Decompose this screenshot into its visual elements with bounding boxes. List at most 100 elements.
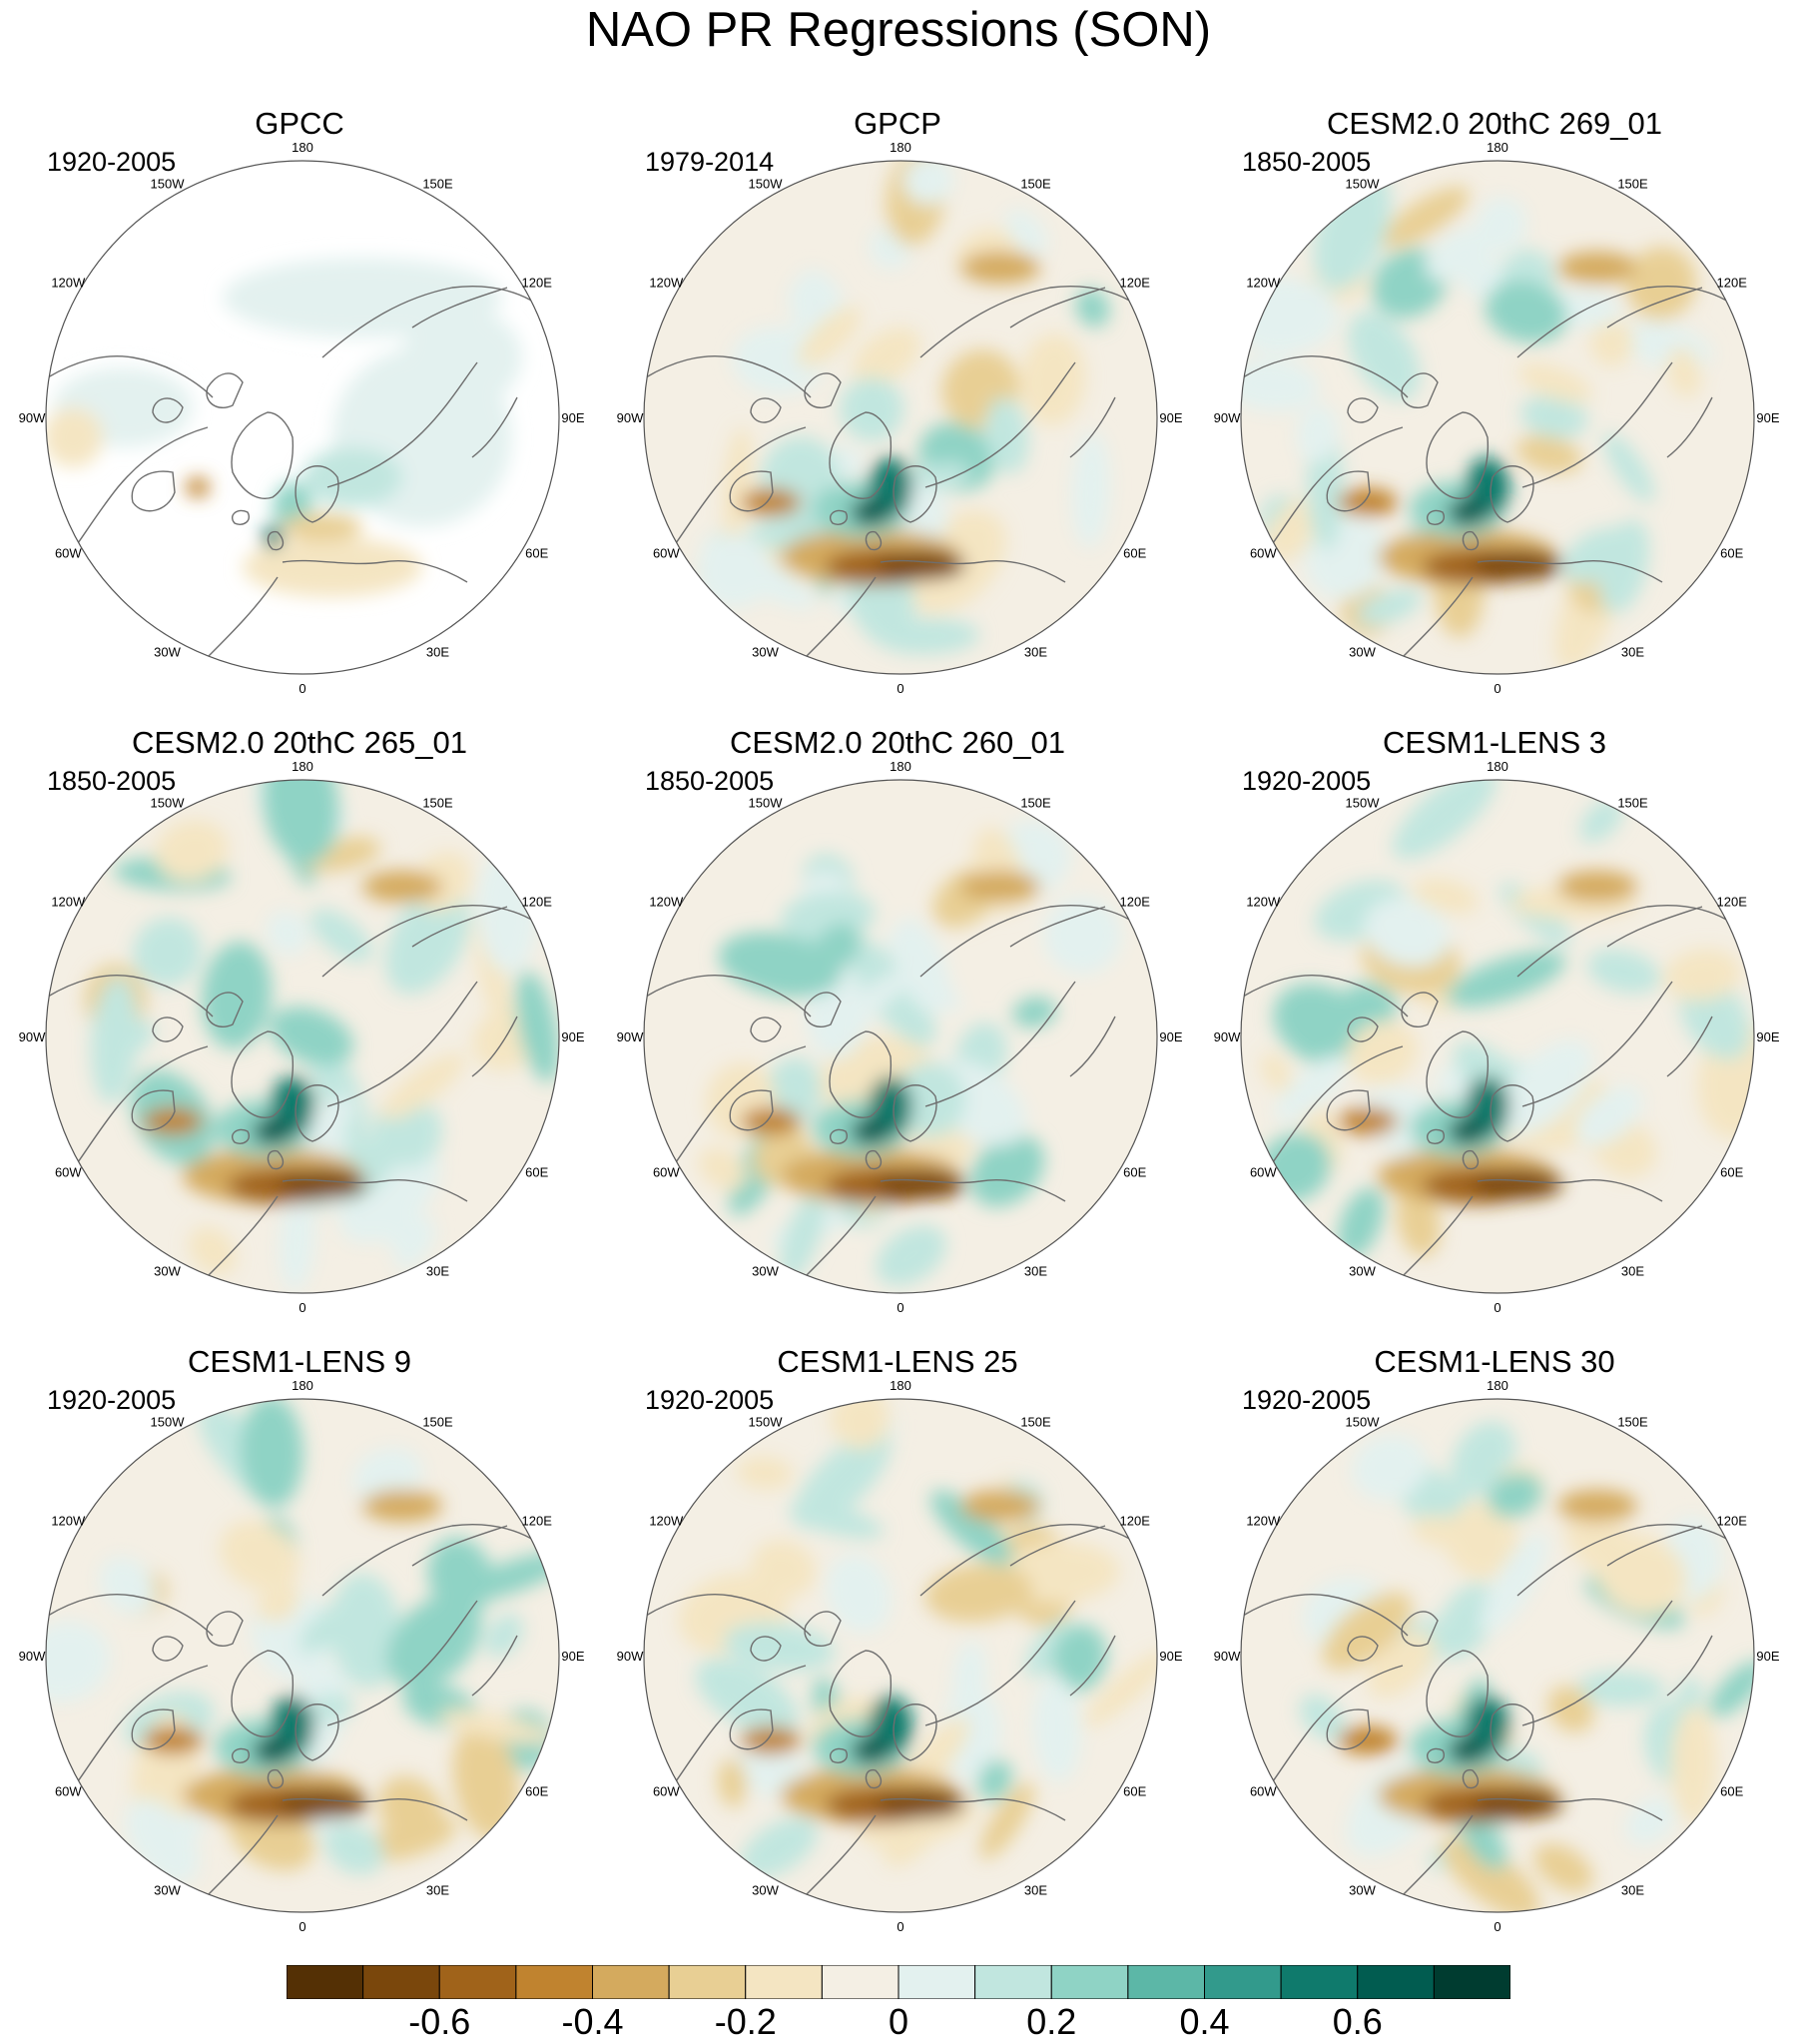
colorbar-swatch [745, 1965, 823, 1999]
longitude-label: 90W [1214, 410, 1241, 425]
precip-contour [452, 1723, 519, 1839]
colorbar-swatch [592, 1965, 670, 1999]
colorbar-label: 0.4 [1179, 2001, 1230, 2042]
longitude-label: 180 [890, 1378, 911, 1393]
coastlines [1242, 1524, 1743, 1896]
precip-contour [240, 1399, 303, 1508]
longitude-label: 0 [299, 1919, 305, 1934]
longitude-labels: 180 150E 120E 90E 60E 30E 0 30W 60W 90W 120W 150W [617, 140, 1183, 696]
precip-contour [1005, 209, 1048, 256]
map-panel: 180 150E 120E 90E 60E 30E 0 30W 60W 90W 120W 150W CE… [1195, 1344, 1794, 1963]
longitude-label: 60E [1720, 546, 1743, 561]
coastlines [645, 286, 1146, 658]
precip-contour [309, 1041, 367, 1142]
precip-contour [1441, 1835, 1540, 1912]
longitude-label: 150E [422, 1414, 453, 1429]
figure-title: NAO PR Regressions (SON) [585, 3, 1212, 57]
precip-contour [155, 820, 229, 882]
precip-contour [323, 1823, 384, 1875]
longitude-label: 180 [890, 759, 911, 774]
longitude-label: 120E [1120, 276, 1151, 291]
coastlines [47, 286, 548, 658]
precip-contour [266, 910, 308, 956]
precip-contour [1586, 949, 1661, 994]
map-boundary [45, 779, 560, 1294]
precip-contour [789, 1502, 884, 1539]
longitude-label: 120W [649, 276, 684, 291]
precip-contour [876, 1225, 946, 1286]
longitude-label: 120W [51, 1514, 86, 1529]
precip-field [644, 1399, 1157, 1912]
precip-contour [1557, 871, 1637, 903]
map-panel: 180 150E 120E 90E 60E 30E 0 30W 60W 90W 120W 150W CE… [0, 1344, 599, 1963]
precip-contour [253, 1117, 293, 1145]
precip-contour [402, 308, 522, 407]
longitude-label: 30E [426, 1264, 449, 1279]
map-background [644, 780, 1157, 1293]
precip-contour [384, 884, 470, 995]
precip-contour [1338, 1726, 1398, 1754]
precip-contour [263, 525, 283, 549]
longitude-label: 60W [1250, 1784, 1277, 1799]
longitude-label: 150W [1346, 795, 1381, 810]
longitude-label: 90W [19, 1029, 46, 1044]
longitude-label: 90W [19, 410, 46, 425]
precip-contour [1364, 897, 1450, 968]
longitude-label: 90W [617, 410, 644, 425]
precip-contour [1052, 1625, 1107, 1693]
precip-contour [283, 513, 362, 541]
longitude-label: 150E [422, 795, 453, 810]
longitude-label: 60W [55, 1784, 82, 1799]
polar-map: 180 150E 120E 90E 60E 30E 0 30W 60W 90W 120W 150W [19, 759, 585, 1315]
colorbar-label: 0 [888, 2001, 909, 2042]
longitude-label: 30E [1024, 1264, 1047, 1279]
longitude-label: 60E [1720, 1165, 1743, 1180]
longitude-label: 60E [1123, 546, 1146, 561]
longitude-label: 150E [1020, 1414, 1051, 1429]
precip-contour [1557, 1490, 1637, 1522]
colorbar-swatch [1433, 1965, 1510, 1999]
precip-contour [99, 1556, 156, 1615]
precip-contour [1241, 358, 1319, 412]
precip-field [46, 161, 559, 674]
longitude-label: 90W [1214, 1649, 1241, 1664]
longitude-label: 0 [1494, 681, 1500, 696]
precip-contour [278, 1169, 367, 1199]
longitude-label: 150W [151, 176, 186, 191]
precip-contour [1380, 187, 1470, 249]
precip-contour [1594, 1533, 1687, 1616]
precip-field [644, 780, 1157, 1293]
precip-contour [701, 537, 816, 610]
polar-map: 180 150E 120E 90E 60E 30E 0 30W 60W 90W 120W 150W [617, 1378, 1183, 1934]
panel-title: CESM2.0 20thC 265_01 [131, 725, 468, 760]
precip-contour [851, 1117, 891, 1145]
longitude-labels: 180 150E 120E 90E 60E 30E 0 30W 60W 90W 120W 150W [617, 1378, 1183, 1934]
precip-contour [1413, 878, 1479, 914]
map-boundary [1240, 160, 1755, 675]
precip-contour [1020, 334, 1086, 426]
map-boundary [1240, 779, 1755, 1294]
longitude-label: 180 [292, 140, 313, 155]
longitude-label: 120W [649, 1514, 684, 1529]
longitude-label: 30E [426, 645, 449, 660]
precip-contour [1265, 498, 1320, 562]
precip-contour [1670, 1705, 1717, 1824]
panel-title: GPCC [255, 106, 344, 141]
map-panel: 180 150E 120E 90E 60E 30E 0 30W 60W 90W 120W 150W GP… [0, 106, 599, 725]
longitude-label: 120W [649, 895, 684, 910]
longitude-label: 60E [525, 546, 548, 561]
colorbar-swatch [1204, 1965, 1282, 1999]
precip-contour [851, 498, 891, 526]
longitude-label: 150W [749, 1414, 784, 1429]
precip-contour [1075, 288, 1110, 328]
precip-contour [798, 306, 862, 367]
precip-contour [780, 1192, 826, 1282]
longitude-label: 30E [1621, 645, 1644, 660]
map-boundary [643, 160, 1158, 675]
longitude-label: 120E [1717, 1514, 1748, 1529]
precip-contour [1448, 498, 1488, 526]
precip-contour [1367, 1631, 1436, 1699]
longitude-label: 60W [1250, 546, 1277, 561]
longitude-label: 60W [55, 1165, 82, 1180]
precip-contour [740, 1817, 818, 1878]
